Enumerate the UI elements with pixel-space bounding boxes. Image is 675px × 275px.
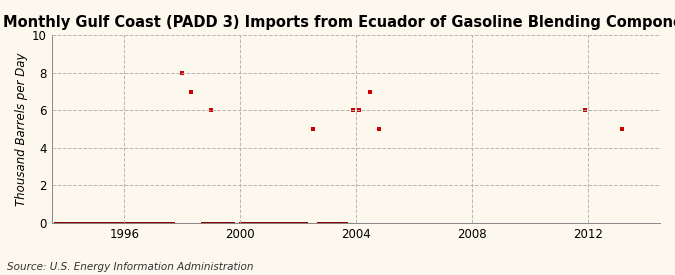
Y-axis label: Thousand Barrels per Day: Thousand Barrels per Day: [15, 52, 28, 206]
Title: Monthly Gulf Coast (PADD 3) Imports from Ecuador of Gasoline Blending Components: Monthly Gulf Coast (PADD 3) Imports from…: [3, 15, 675, 30]
Text: Source: U.S. Energy Information Administration: Source: U.S. Energy Information Administ…: [7, 262, 253, 272]
